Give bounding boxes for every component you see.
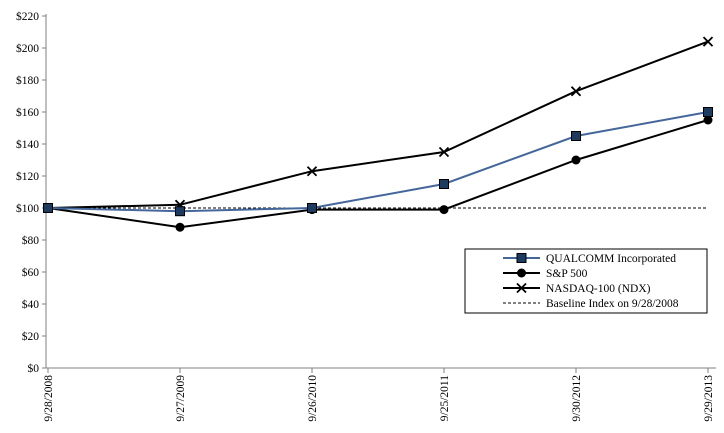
series-line-nasdaq-100-ndx	[47, 40, 709, 209]
series-nasdaq-100-ndx	[42, 36, 714, 214]
legend: QUALCOMM Incorporated S&P 500 NASDAQ-100 (…	[464, 248, 708, 314]
y-axis-tick-label: $100	[16, 202, 39, 215]
series-qualcomm-incorporated	[43, 107, 713, 217]
y-axis-tick-label: $40	[22, 298, 40, 311]
y-axis-tick-label: $120	[16, 170, 39, 183]
legend-box	[464, 248, 708, 314]
y-axis-tick-label: $200	[16, 42, 39, 55]
legend-item-qualcomm-incorporated: QUALCOMM Incorporated	[503, 253, 676, 265]
marker-circle	[175, 222, 185, 232]
legend-label: S&P 500	[546, 268, 588, 280]
legend-item-baseline-index-on-9-28-2008: Baseline Index on 9/28/2008	[503, 298, 679, 310]
axes: $0 $20 $40 $60 $80 $100 $120 $140 $160 $180 $200 $2…	[16, 10, 716, 422]
y-axis-tick-label: $140	[16, 138, 39, 151]
marker-square	[516, 253, 527, 263]
marker-x	[570, 86, 582, 97]
x-axis-tick-label: 9/30/2012	[571, 375, 583, 422]
series-s-p-500	[43, 115, 713, 232]
legend-item-nasdaq-100-ndx: NASDAQ-100 (NDX)	[503, 282, 651, 295]
marker-circle	[703, 115, 713, 125]
y-axis-tick-label: $20	[22, 330, 40, 343]
y-axis-tick-label: $160	[16, 106, 39, 119]
x-axis-tick-label: 9/29/2013	[703, 375, 715, 422]
marker-circle	[571, 155, 581, 165]
y-axis-tick-label: $0	[28, 362, 40, 375]
marker-square	[571, 131, 581, 141]
marker-circle	[517, 268, 526, 278]
x-axis-tick-label: 9/28/2008	[43, 375, 55, 422]
y-axis-tick-label: $180	[16, 74, 39, 87]
marker-x	[306, 166, 318, 177]
legend-item-s-p-500: S&P 500	[503, 268, 588, 280]
marker-x	[702, 36, 714, 47]
marker-square	[175, 206, 185, 217]
y-axis-tick-label: $220	[16, 10, 39, 23]
legend-label: NASDAQ-100 (NDX)	[546, 283, 651, 295]
series-group	[42, 36, 714, 232]
marker-square	[43, 203, 53, 213]
x-axis-tick-label: 9/26/2010	[307, 375, 319, 422]
series-line-s-p-500	[47, 119, 709, 229]
marker-square	[703, 107, 713, 117]
y-axis-tick-label: $80	[22, 234, 40, 247]
marker-square	[307, 203, 317, 213]
legend-label: QUALCOMM Incorporated	[546, 253, 676, 265]
marker-x	[438, 146, 450, 158]
marker-x	[516, 282, 527, 294]
marker-circle	[439, 205, 449, 215]
marker-square	[439, 179, 449, 189]
series-line-qualcomm-incorporated	[47, 111, 709, 213]
x-axis-tick-label: 9/25/2011	[439, 375, 451, 421]
y-axis-tick-label: $60	[22, 266, 40, 279]
legend-label: Baseline Index on 9/28/2008	[546, 298, 679, 310]
x-axis-tick-label: 9/27/2009	[175, 375, 187, 422]
